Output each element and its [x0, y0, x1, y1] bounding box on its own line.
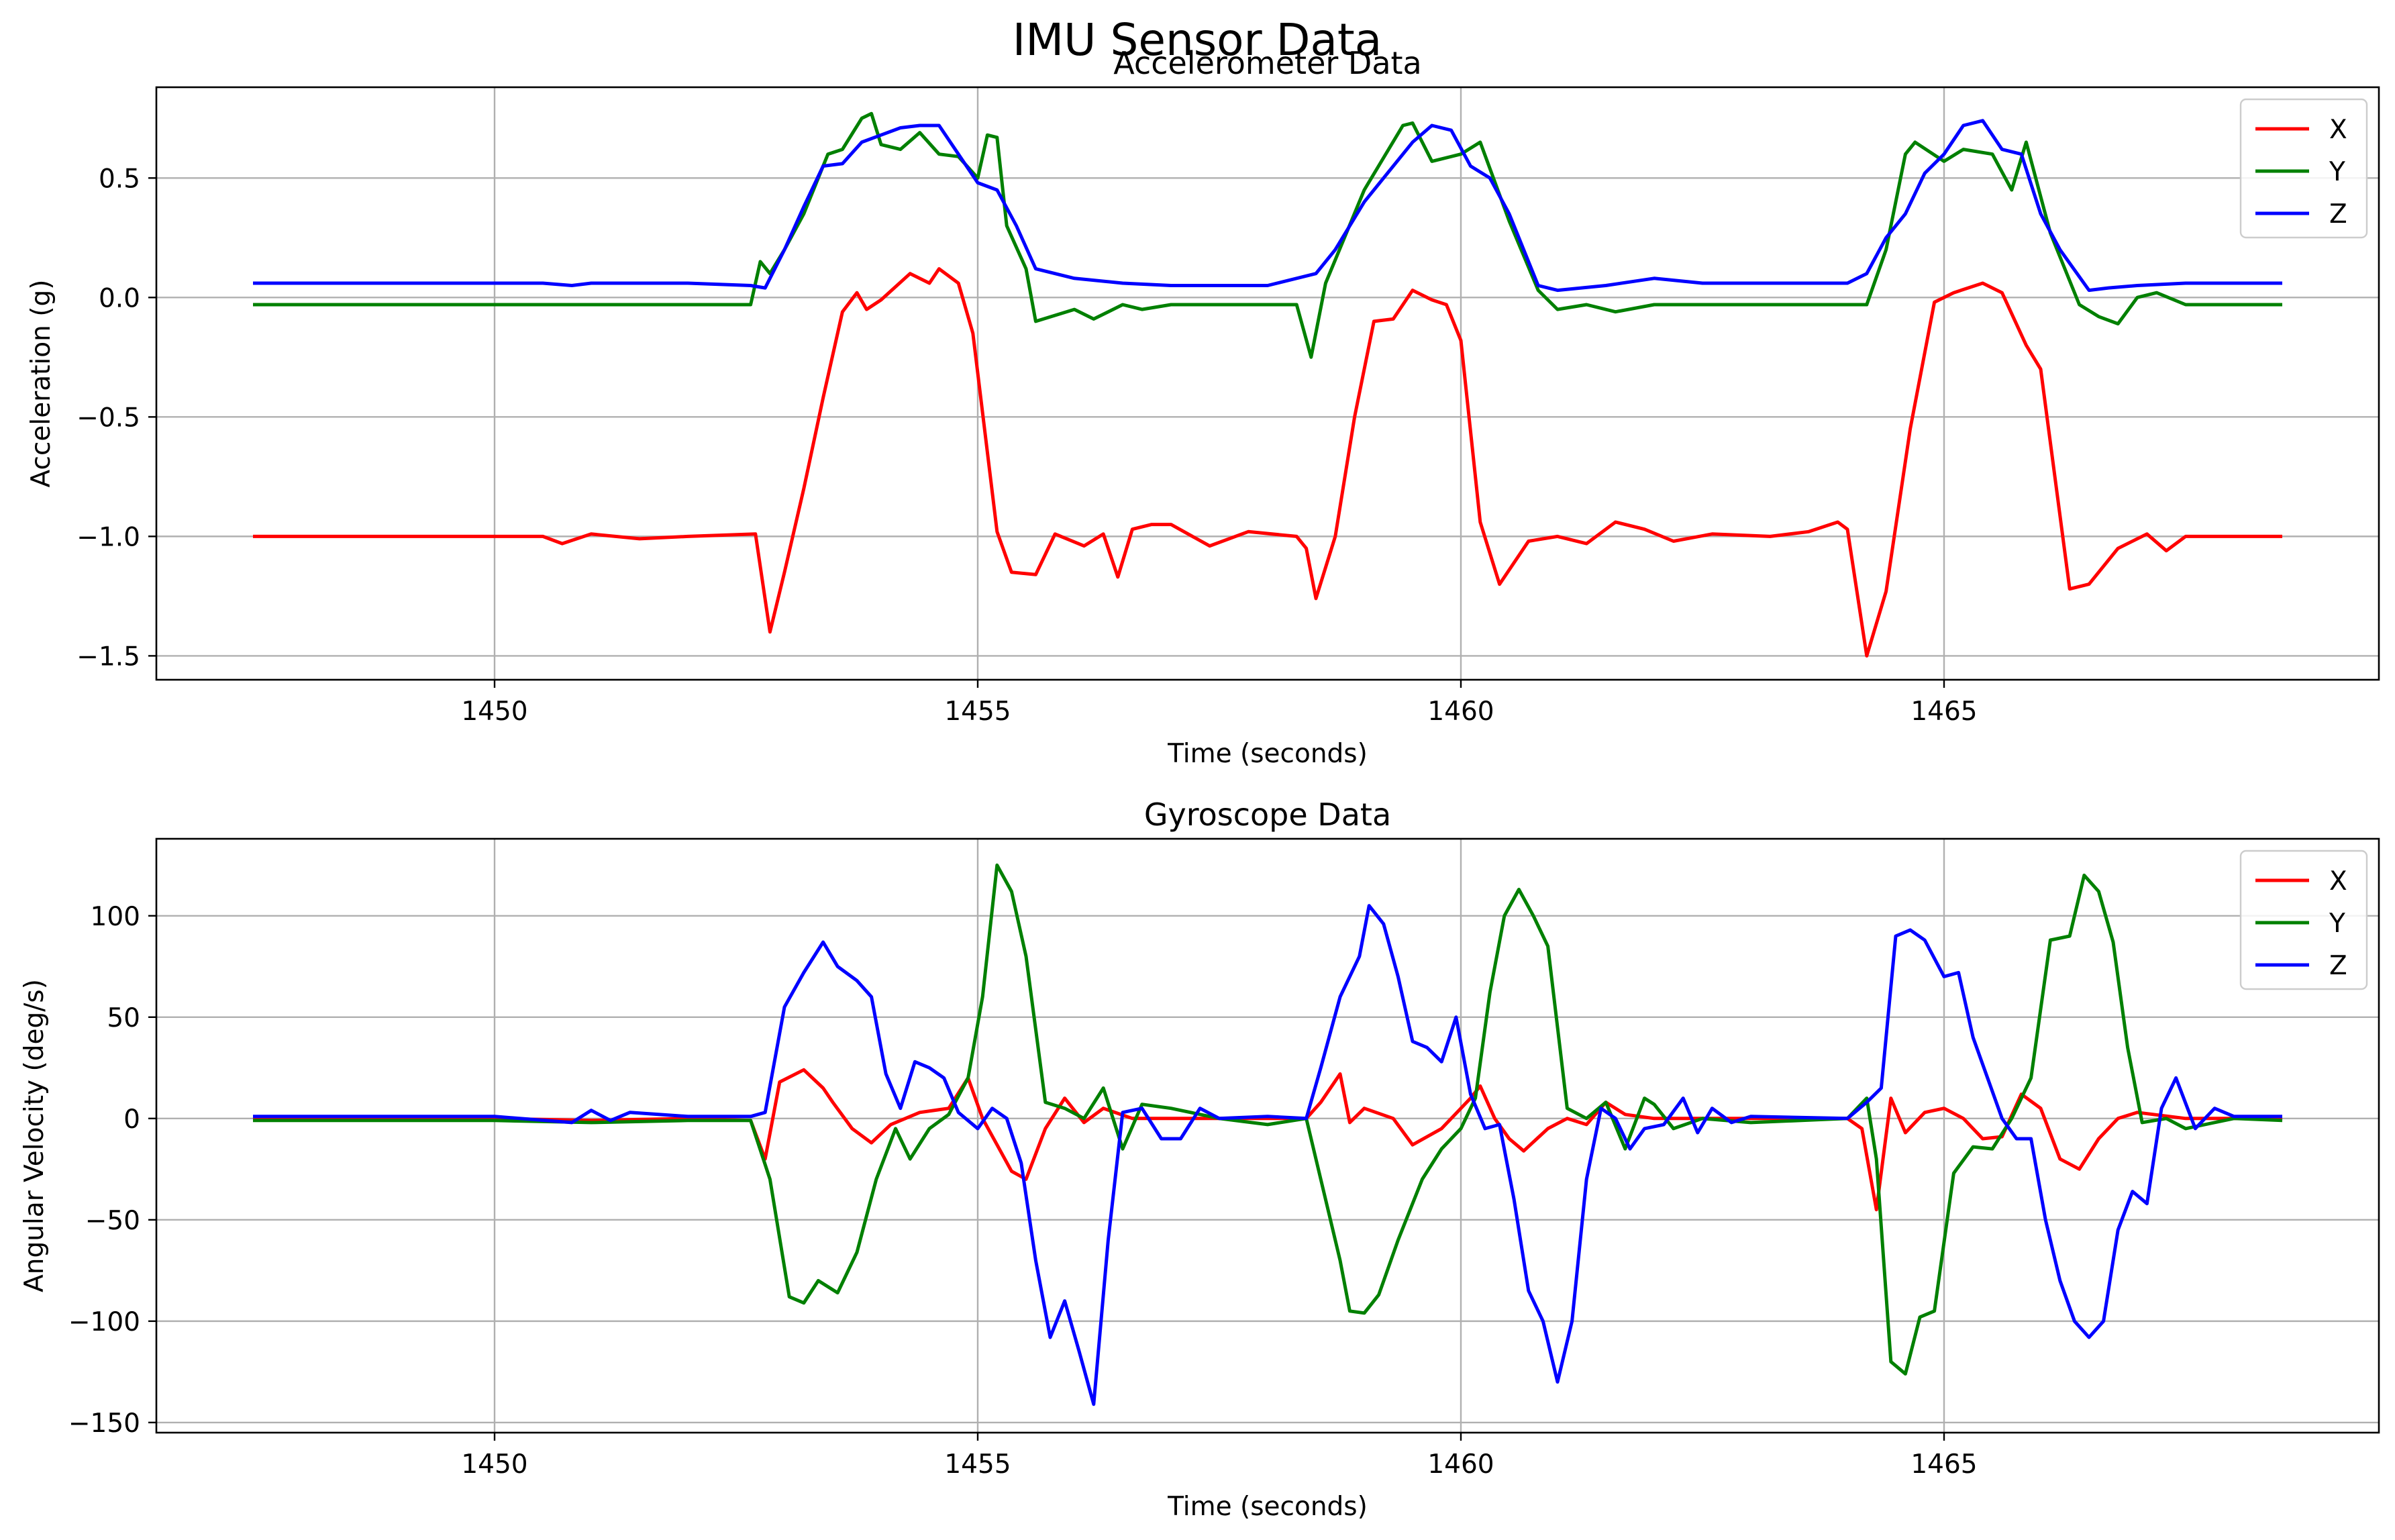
gyro-y-tick-label: −100 [68, 1307, 140, 1337]
gyro-chart-title: Gyroscope Data [1144, 797, 1391, 833]
gyro-axes-frame [155, 837, 2380, 1434]
accel-legend: XYZ [2239, 98, 2368, 239]
gyro-y-tick-label: −50 [85, 1206, 140, 1236]
gyro-series-x-line [253, 1068, 2282, 1212]
gyro-legend-label-z: Z [2329, 951, 2347, 981]
accel-y-tick-label: 0.5 [99, 164, 140, 194]
gyro-y-tick-label: −150 [68, 1408, 140, 1439]
accel-axes-frame [155, 86, 2380, 681]
accel-x-tick-label: 1455 [944, 697, 1011, 727]
gyro-series-z-line [253, 904, 2282, 1406]
accelerometer-panel: 1450 1455 1460 1465 0.5 0.0 −0.5 −1.0 −1.5 Accele… [26, 45, 2380, 769]
gyro-y-tick-label: 50 [107, 1003, 140, 1033]
accel-x-tick-label: 1465 [1910, 697, 1977, 727]
accel-x-tick-label: 1460 [1427, 697, 1494, 727]
accel-y-tick-label: 0.0 [99, 283, 140, 313]
accel-series-y-line [253, 111, 2282, 359]
figure-title: IMU Sensor Data [1013, 14, 1382, 66]
accel-y-axis-label: Acceleration (g) [26, 280, 56, 488]
gyro-x-tick-label: 1450 [461, 1449, 527, 1480]
gyro-y-tick-label: 100 [91, 902, 140, 932]
gyro-y-tick-label: 0 [123, 1105, 140, 1135]
gyro-legend-label-y: Y [2329, 909, 2345, 939]
accel-x-axis-label: Time (seconds) [1167, 739, 1368, 769]
accel-chart-title: Accelerometer Data [1113, 45, 1421, 81]
gyroscope-panel: 1450 1455 1460 1465 100 50 0 −50 −100 −150 Gyrosco… [19, 797, 2380, 1522]
accel-series-z-line [253, 119, 2282, 293]
gyro-legend: XYZ [2239, 850, 2368, 990]
accel-legend-label-x: X [2329, 115, 2347, 145]
gyro-x-axis-label: Time (seconds) [1167, 1492, 1368, 1522]
accel-legend-label-y: Y [2329, 157, 2345, 187]
gyro-x-tick-label: 1455 [944, 1449, 1011, 1480]
gyro-series-y-line [253, 863, 2283, 1376]
gyro-legend-box [2239, 850, 2368, 990]
accel-legend-label-z: Z [2329, 199, 2347, 229]
gyro-legend-label-x: X [2329, 866, 2347, 896]
accel-series-x-line [253, 267, 2282, 658]
accel-y-tick-label: −0.5 [77, 403, 140, 433]
gyro-x-tick-label: 1460 [1427, 1449, 1494, 1480]
accel-legend-box [2239, 98, 2368, 239]
gyro-x-tick-label: 1465 [1910, 1449, 1977, 1480]
accel-y-tick-label: −1.0 [77, 522, 140, 552]
gyro-y-axis-label: Angular Velocity (deg/s) [19, 979, 50, 1292]
accel-x-tick-label: 1450 [461, 697, 527, 727]
accel-y-tick-label: −1.5 [77, 641, 140, 672]
